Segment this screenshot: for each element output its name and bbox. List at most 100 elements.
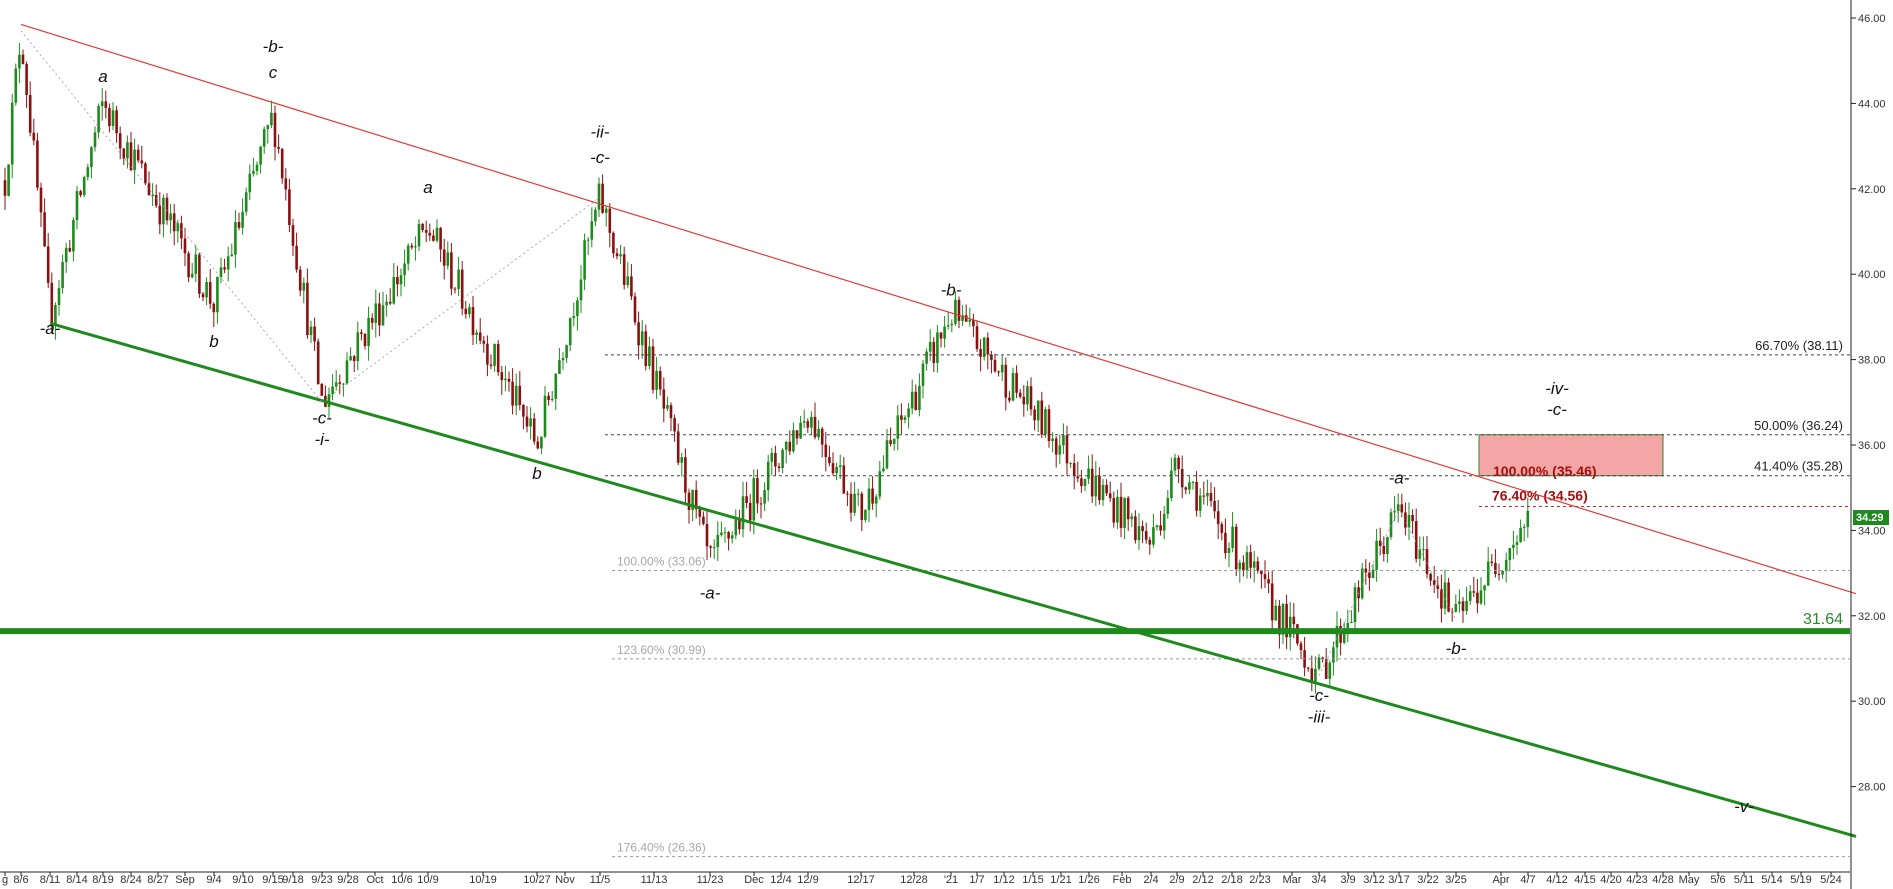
candle-383 bbox=[1382, 536, 1386, 562]
x-tick-label-53: 4/28 bbox=[1652, 874, 1673, 886]
candle-170 bbox=[615, 248, 619, 260]
candle-80 bbox=[291, 218, 295, 256]
candle-256 bbox=[925, 348, 928, 371]
candle-111 bbox=[403, 249, 406, 287]
candle-72 bbox=[262, 126, 266, 154]
candle-107 bbox=[388, 288, 392, 306]
candle-30 bbox=[111, 102, 115, 131]
candle-415 bbox=[1497, 563, 1501, 581]
candle-60 bbox=[219, 257, 223, 284]
candle-391 bbox=[1411, 509, 1414, 534]
candle-109 bbox=[396, 265, 399, 297]
candle-355 bbox=[1281, 602, 1285, 644]
candle-95 bbox=[345, 352, 349, 385]
candle-126 bbox=[457, 256, 460, 297]
candle-226 bbox=[817, 420, 820, 441]
candle-162 bbox=[586, 237, 590, 255]
candle-380 bbox=[1371, 563, 1375, 579]
candle-260 bbox=[939, 332, 943, 348]
candle-274 bbox=[990, 350, 993, 374]
candle-142 bbox=[514, 373, 518, 416]
candle-157 bbox=[568, 317, 572, 352]
x-tick-label-41: 3/4 bbox=[1311, 874, 1326, 886]
candle-244 bbox=[882, 455, 885, 473]
candle-408 bbox=[1472, 577, 1476, 597]
x-tick-label-47: Apr bbox=[1492, 874, 1509, 886]
candle-325 bbox=[1173, 453, 1177, 476]
candle-99 bbox=[360, 329, 363, 341]
candle-404 bbox=[1458, 589, 1461, 613]
x-tick-label-30: 1/12 bbox=[993, 874, 1014, 886]
candle-115 bbox=[417, 219, 421, 252]
candle-144 bbox=[522, 404, 525, 430]
candle-87 bbox=[316, 338, 320, 385]
candle-269 bbox=[972, 313, 975, 337]
x-tick-label-48: 4/7 bbox=[1520, 874, 1535, 886]
candle-200 bbox=[723, 527, 727, 543]
candle-281 bbox=[1015, 365, 1018, 398]
candle-306 bbox=[1105, 479, 1108, 496]
wave-label-18: -c- bbox=[1547, 400, 1567, 419]
candle-345 bbox=[1245, 545, 1249, 579]
x-tick-label-34: Feb bbox=[1113, 874, 1132, 886]
candle-92 bbox=[334, 370, 338, 391]
candle-198 bbox=[716, 521, 720, 562]
candle-146 bbox=[529, 407, 532, 440]
x-tick-label-45: 3/22 bbox=[1417, 874, 1438, 886]
candle-386 bbox=[1393, 496, 1396, 521]
candle-376 bbox=[1357, 580, 1360, 612]
candle-154 bbox=[558, 347, 561, 374]
candle-182 bbox=[658, 366, 662, 396]
candle-145 bbox=[525, 406, 529, 433]
candle-147 bbox=[532, 413, 536, 445]
x-tick-label-18: 10/27 bbox=[523, 874, 551, 886]
candle-174 bbox=[630, 264, 633, 301]
candle-104 bbox=[378, 292, 381, 337]
candle-203 bbox=[734, 509, 738, 540]
x-tick-label-6: 8/27 bbox=[147, 874, 168, 886]
candle-131 bbox=[475, 329, 478, 345]
candle-143 bbox=[518, 371, 522, 411]
candle-49 bbox=[180, 215, 183, 250]
candle-96 bbox=[349, 347, 352, 361]
candle-207 bbox=[748, 494, 752, 532]
last-price-label: 34.29 bbox=[1856, 512, 1884, 524]
candle-37 bbox=[136, 144, 140, 163]
candle-118 bbox=[428, 223, 432, 242]
candle-23 bbox=[86, 163, 90, 181]
candle-324 bbox=[1170, 457, 1173, 502]
candle-94 bbox=[342, 382, 345, 397]
candle-298 bbox=[1076, 461, 1080, 483]
candle-1 bbox=[7, 164, 10, 197]
x-tick-label-12: 9/23 bbox=[311, 874, 332, 886]
wave-label-8: b bbox=[532, 464, 541, 483]
candle-159 bbox=[576, 297, 579, 331]
candle-319 bbox=[1152, 513, 1155, 548]
candle-417 bbox=[1504, 552, 1508, 583]
x-tick-label-56: 5/11 bbox=[1734, 874, 1755, 886]
wave-label-5: -c- bbox=[312, 409, 332, 428]
candle-19 bbox=[72, 217, 75, 262]
fib-label-2: 41.40% (35.28) bbox=[1754, 459, 1843, 474]
candle-265 bbox=[957, 296, 961, 329]
candle-263 bbox=[950, 319, 954, 333]
wave-label-4: b bbox=[209, 332, 218, 351]
candle-17 bbox=[64, 242, 68, 273]
candle-153 bbox=[554, 372, 558, 411]
candle-342 bbox=[1234, 523, 1238, 577]
candle-395 bbox=[1425, 535, 1429, 579]
candle-336 bbox=[1213, 487, 1216, 519]
candle-0 bbox=[3, 167, 7, 210]
candle-178 bbox=[644, 324, 648, 371]
wave-label-17: -iv- bbox=[1545, 379, 1569, 398]
candle-401 bbox=[1447, 577, 1450, 613]
wave-label-2: -b- bbox=[263, 37, 284, 56]
candle-411 bbox=[1483, 584, 1486, 606]
candle-292 bbox=[1054, 436, 1058, 468]
candle-284 bbox=[1026, 380, 1029, 411]
wave-label-0: -a- bbox=[40, 319, 61, 338]
candle-29 bbox=[108, 103, 111, 133]
candle-285 bbox=[1029, 377, 1033, 416]
candle-50 bbox=[183, 227, 187, 267]
candle-100 bbox=[363, 333, 367, 350]
